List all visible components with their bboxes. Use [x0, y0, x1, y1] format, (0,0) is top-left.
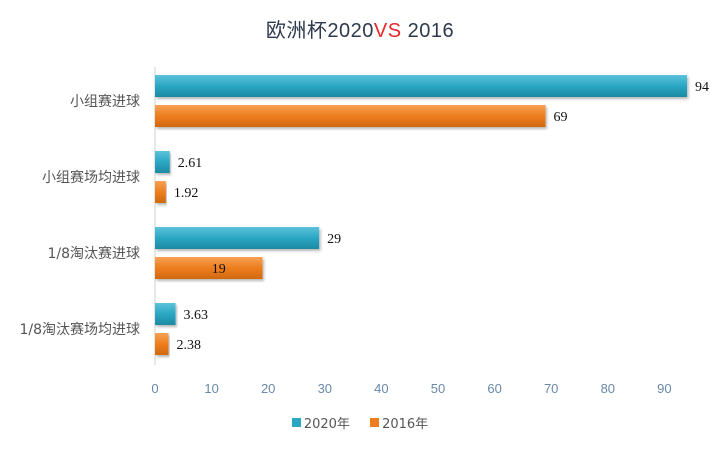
- x-tick-label: 70: [544, 381, 558, 396]
- legend-label-2016: 2016年: [382, 417, 429, 432]
- bar-2016: [155, 333, 169, 355]
- category-label: 小组赛场均进球: [42, 170, 140, 186]
- x-tick-label: 20: [261, 381, 275, 396]
- chart-title: 欧洲杯2020VS 2016: [0, 14, 720, 43]
- data-label: 29: [327, 232, 341, 247]
- x-tick-label: 80: [601, 381, 615, 396]
- x-tick-label: 60: [487, 381, 501, 396]
- x-tick-label: 0: [151, 381, 158, 396]
- x-tick-label: 40: [374, 381, 388, 396]
- x-tick-label: 10: [204, 381, 218, 396]
- legend-label-2020: 2020年: [303, 417, 350, 432]
- category-label: 1/8淘汰赛场均进球: [19, 322, 140, 338]
- data-label: 1.92: [174, 186, 199, 201]
- legend: 2020年 2016年: [0, 413, 720, 432]
- data-label: 94: [695, 80, 709, 95]
- bar-2020: [155, 75, 688, 97]
- legend-item-2016: 2016年: [370, 413, 428, 432]
- data-label: 2.61: [178, 156, 203, 171]
- data-label: 69: [554, 110, 568, 125]
- title-year: 2016: [407, 20, 455, 42]
- data-label: 19: [212, 262, 226, 277]
- bar-2020: [155, 303, 176, 325]
- data-label: 3.63: [184, 308, 209, 323]
- data-label: 2.38: [176, 338, 201, 353]
- category-label: 小组赛进球: [70, 94, 140, 110]
- title-main: 欧洲杯2020: [265, 20, 374, 42]
- x-tick-label: 30: [318, 381, 332, 396]
- legend-swatch-2020: [291, 418, 301, 427]
- legend-swatch-2016: [370, 418, 380, 427]
- bar-2020: [155, 227, 320, 249]
- legend-item-2020: 2020年: [291, 413, 350, 432]
- x-tick-label: 50: [431, 381, 445, 396]
- bar-2016: [155, 181, 166, 203]
- bar-2016: [155, 257, 263, 279]
- bar-2016: [155, 105, 546, 127]
- bar-2020: [155, 151, 170, 173]
- x-tick-label: 90: [657, 381, 671, 396]
- category-label: 1/8淘汰赛进球: [47, 246, 140, 262]
- title-vs: VS: [373, 20, 402, 42]
